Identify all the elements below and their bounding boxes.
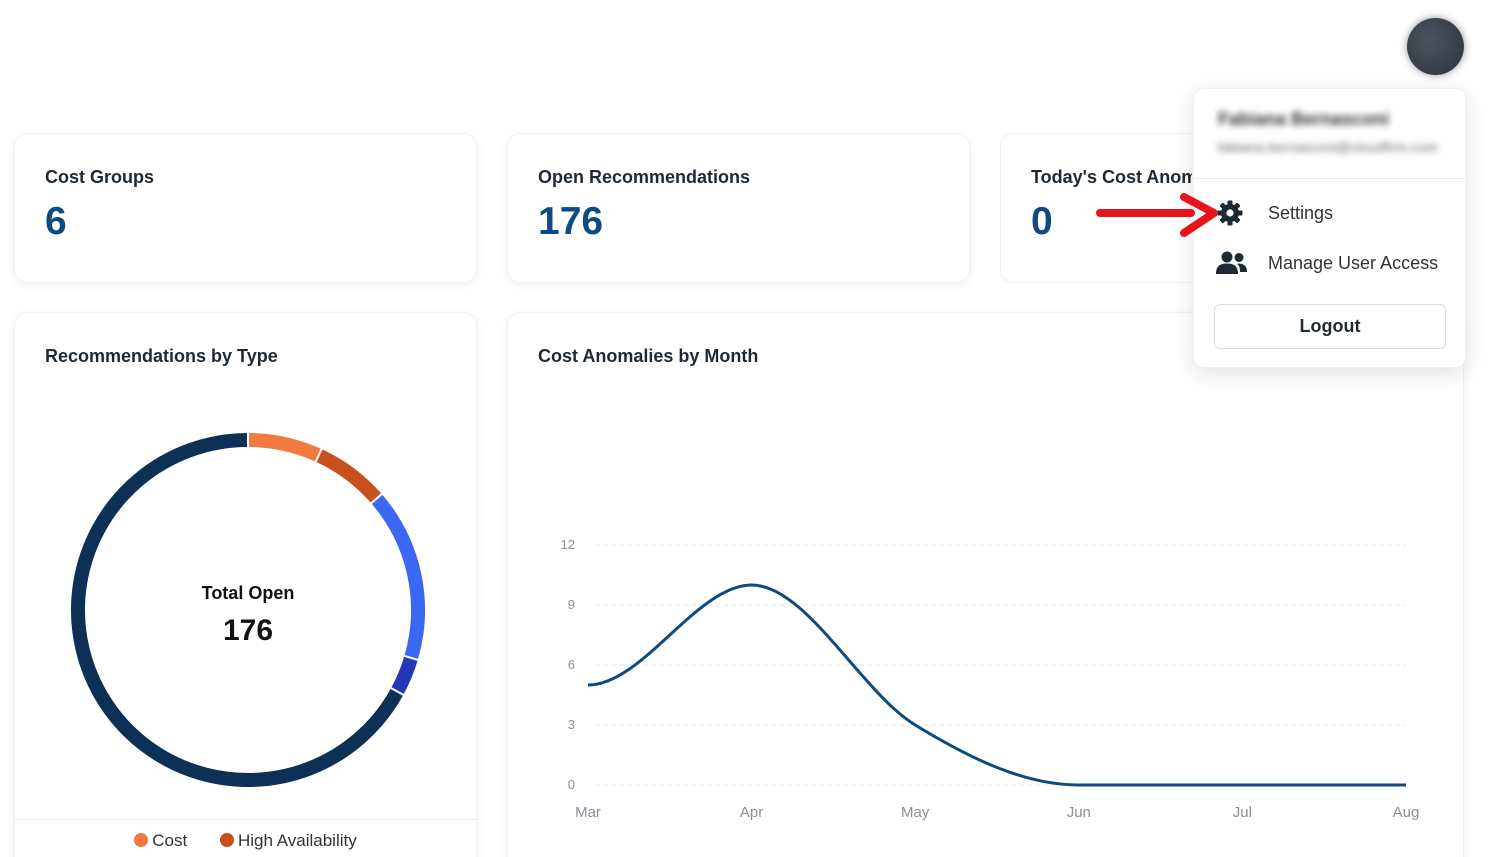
x-tick-label: Aug [1393,804,1420,821]
menu-divider [1194,178,1465,179]
donut-slice-3[interactable] [391,656,418,694]
line-chart: 0 3 6 9 12 Mar Apr May Jun Jul Aug [561,537,1420,821]
x-tick-label: Mar [575,804,601,821]
stat-card-open-recommendations[interactable]: Open Recommendations 176 [507,133,970,283]
legend-item-high-availability[interactable]: High Availability [219,831,357,851]
donut-center-value: 176 [223,614,273,647]
stat-card-todays-cost-anomalies[interactable]: Today's Cost Anom 0 [1000,133,1192,283]
donut-slice-2[interactable] [371,494,425,659]
user-name: Fabiana Bernasconi [1218,109,1390,129]
x-tick-label: Apr [740,804,763,821]
x-tick-label: Jul [1233,804,1252,821]
stat-value: 6 [45,200,67,243]
stat-card-clip: Today's Cost Anom 0 [1000,133,1192,283]
annotation-arrow-icon [1096,193,1218,237]
card-title: Recommendations by Type [45,346,278,366]
logout-button[interactable]: Logout [1214,304,1446,349]
legend-item-cost[interactable]: Cost [134,831,187,851]
series-line[interactable] [587,583,1406,787]
menu-item-settings[interactable]: Settings [1216,195,1456,231]
donut-slice-1[interactable] [316,449,382,503]
menu-item-label: Settings [1268,202,1334,223]
users-icon [1216,249,1248,277]
donut-legend: Cost High Availability [15,831,476,851]
user-email: fabiana.bernasconi@cloudfirm.com [1218,139,1438,155]
user-avatar[interactable] [1407,18,1464,75]
legend-divider [15,819,476,820]
stat-value: 0 [1031,200,1053,243]
x-tick-label: May [901,804,930,821]
donut-chart: Total Open 176 [71,433,425,787]
menu-item-label: Manage User Access [1268,252,1439,273]
y-tick-label: 9 [568,597,575,612]
menu-item-manage-user-access[interactable]: Manage User Access [1216,245,1456,281]
legend-swatch [134,833,149,847]
cost-anomalies-by-month-card: Cost Anomalies by Month 0 3 6 9 12 Mar Apr May J… [507,312,1464,857]
donut-center-label: Total Open [202,583,295,603]
user-menu-dropdown: Fabiana Bernasconi fabiana.bernasconi@cl… [1193,88,1466,368]
stat-label: Cost Groups [45,167,155,187]
card-title: Cost Anomalies by Month [538,346,759,366]
x-tick-label: Jun [1067,804,1091,821]
stat-value: 176 [538,200,604,243]
stat-label: Open Recommendations [538,167,751,187]
y-tick-label: 3 [568,717,575,732]
legend-label: Cost [152,831,188,850]
donut-slice-0[interactable] [248,433,321,462]
stat-card-cost-groups[interactable]: Cost Groups 6 [14,133,477,283]
stat-label: Today's Cost Anom [1031,167,1192,187]
legend-swatch [219,833,234,847]
legend-label: High Availability [237,831,357,850]
y-tick-label: 0 [568,777,575,792]
y-tick-label: 6 [568,657,575,672]
y-tick-label: 12 [561,537,575,552]
donut-slice-4[interactable] [71,433,403,787]
gear-icon [1216,199,1248,227]
recommendations-by-type-card: Recommendations by Type Total Open 176 C… [14,312,477,857]
